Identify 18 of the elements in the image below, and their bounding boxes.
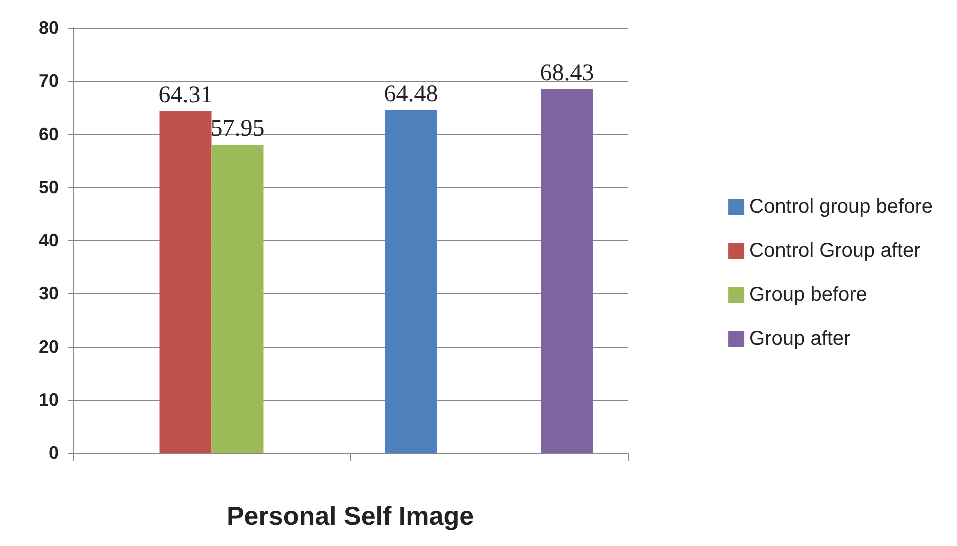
y-tick-label: 10: [38, 390, 59, 410]
data-label: 68.43: [540, 60, 594, 86]
x-axis-title: Personal Self Image: [226, 501, 474, 531]
y-tick-label: 70: [38, 71, 59, 92]
legend-label: Control group before: [750, 196, 934, 218]
legend-label: Control Group after: [750, 240, 922, 262]
legend-label: Group before: [750, 284, 868, 306]
y-tick-label: 30: [38, 284, 59, 304]
y-tick-label: 0: [48, 443, 59, 463]
y-tick-label: 20: [38, 336, 59, 357]
y-tick-label: 50: [38, 177, 59, 198]
legend-label: Group after: [750, 328, 852, 350]
y-tick-label: 60: [38, 124, 59, 144]
data-label: 64.31: [158, 82, 213, 108]
data-label: 64.48: [384, 81, 438, 108]
y-tick-label: 40: [38, 230, 59, 250]
data-label: 57.95: [210, 116, 265, 142]
y-tick-label: 80: [38, 18, 59, 38]
